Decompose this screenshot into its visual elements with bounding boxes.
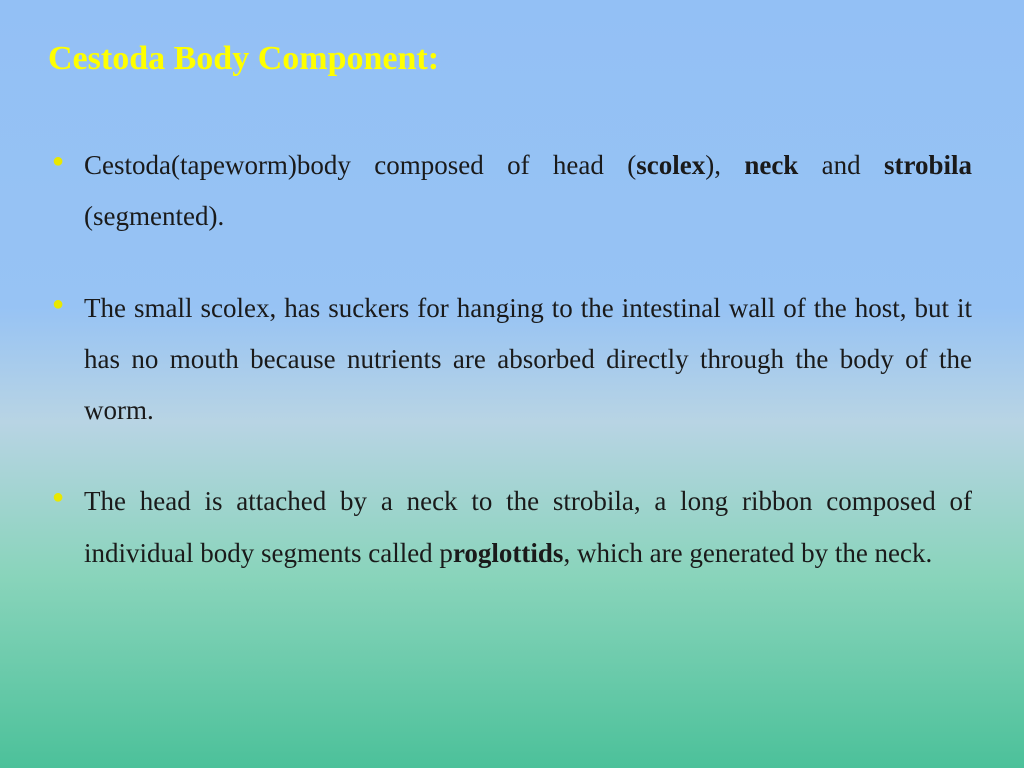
bullet-list: Cestoda(tapeworm)body composed of head (… [40,140,984,579]
bold-term: strobila [884,150,972,180]
bullet-text: , which are generated by the neck. [563,538,932,568]
bullet-text: The small scolex, has suckers for hangin… [84,293,972,426]
bold-term: scolex [636,150,705,180]
bullet-text: Cestoda(tapeworm)body composed of head ( [84,150,636,180]
bullet-text: (segmented). [84,201,224,231]
list-item: The head is attached by a neck to the st… [52,476,972,579]
bullet-text: and [798,150,884,180]
list-item: The small scolex, has suckers for hangin… [52,283,972,437]
list-item: Cestoda(tapeworm)body composed of head (… [52,140,972,243]
slide-title: Cestoda Body Component: [40,40,984,78]
slide: Cestoda Body Component: Cestoda(tapeworm… [0,0,1024,768]
bold-term: neck [744,150,798,180]
bullet-text: ), [705,150,744,180]
bold-term: roglottids [453,538,564,568]
